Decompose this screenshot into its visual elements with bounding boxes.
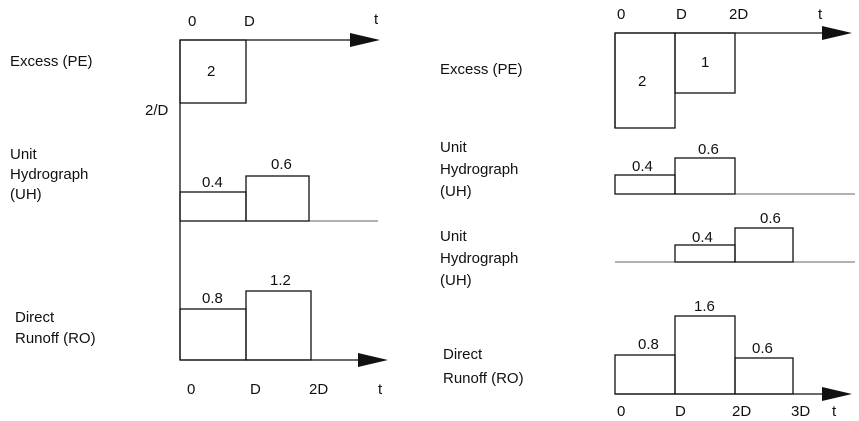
arrow — [822, 387, 852, 401]
block-label: 0.6 — [271, 156, 292, 173]
block-label: 2 — [207, 63, 215, 80]
arrow — [350, 33, 380, 47]
axis-label: 2D — [309, 381, 328, 398]
block — [245, 290, 312, 361]
right-panel: 0 D 2D t Excess (PE) 2 1 Unit Hydrograph… — [440, 6, 855, 420]
axis-label: D — [250, 381, 261, 398]
block-label: 1.6 — [694, 298, 715, 315]
left-panel: 0 D t Excess (PE) 2 2/D Unit Hydrograph … — [10, 11, 388, 398]
row-label: Hydrograph — [440, 250, 518, 267]
axis-label: D — [676, 6, 687, 23]
row-label: Excess (PE) — [440, 61, 523, 78]
block-label: 2 — [638, 73, 646, 90]
block — [674, 157, 736, 195]
block — [674, 244, 736, 263]
block-label: 0.4 — [692, 229, 713, 246]
block — [179, 191, 247, 222]
axis-label: t — [818, 6, 823, 23]
arrow — [822, 26, 852, 40]
row-label: Direct — [443, 346, 483, 363]
axis-label: D — [244, 13, 255, 30]
block — [179, 308, 247, 361]
block — [674, 315, 736, 395]
block-label: 0.4 — [632, 158, 653, 175]
block — [734, 227, 794, 263]
block-label: 0.8 — [202, 290, 223, 307]
block — [245, 175, 310, 222]
axis-label: 0 — [188, 13, 196, 30]
axis-label: 0 — [617, 6, 625, 23]
axis-label: t — [374, 11, 379, 28]
axis-label: 3D — [791, 403, 810, 420]
row-label: Unit — [440, 139, 468, 156]
axis-label: D — [675, 403, 686, 420]
block-label: 1 — [701, 54, 709, 71]
axis-label: 0 — [617, 403, 625, 420]
row-label: Runoff (RO) — [443, 370, 524, 387]
block — [179, 39, 247, 104]
row-label: Unit — [440, 228, 468, 245]
row-label: Hydrograph — [10, 166, 88, 183]
block-label: 1.2 — [270, 272, 291, 289]
row-label: Excess (PE) — [10, 53, 93, 70]
block-label: 0.6 — [760, 210, 781, 227]
row-label: (UH) — [440, 272, 472, 289]
axis-label: t — [378, 381, 383, 398]
axis-label: 2D — [729, 6, 748, 23]
block — [674, 32, 736, 94]
axis-label: 2D — [732, 403, 751, 420]
block-label: 0.6 — [752, 340, 773, 357]
axis-label: 0 — [187, 381, 195, 398]
axis-label: t — [832, 403, 837, 420]
row-label: (UH) — [10, 186, 42, 203]
block-label: 0.8 — [638, 336, 659, 353]
arrow — [358, 353, 388, 367]
row-label: Direct — [15, 309, 55, 326]
block — [734, 357, 794, 395]
block-label: 0.4 — [202, 174, 223, 191]
row-label: Hydrograph — [440, 161, 518, 178]
row-label: Unit — [10, 146, 38, 163]
block-label: 0.6 — [698, 141, 719, 158]
block — [614, 354, 676, 395]
row-label: (UH) — [440, 183, 472, 200]
block — [614, 174, 676, 195]
row-label: Runoff (RO) — [15, 330, 96, 347]
height-label: 2/D — [145, 102, 169, 119]
